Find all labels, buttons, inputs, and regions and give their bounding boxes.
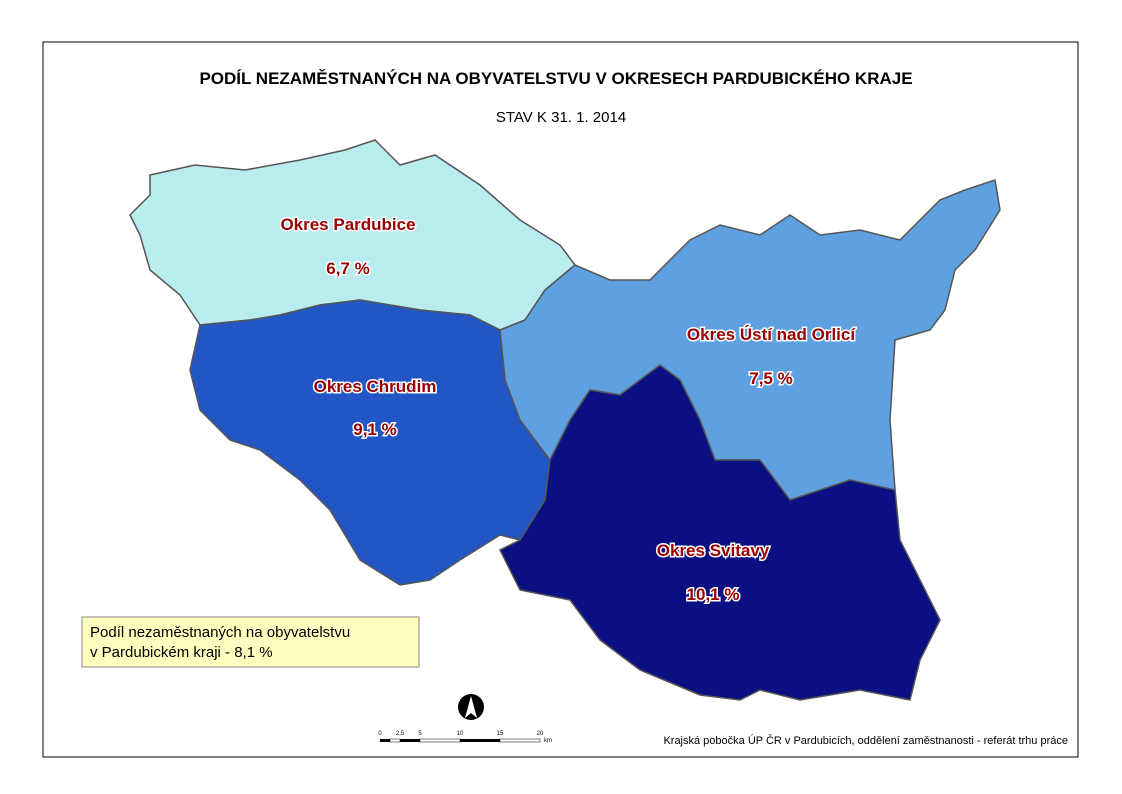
scale-label: 20 bbox=[537, 731, 544, 737]
note-box bbox=[81, 616, 420, 668]
district-value: 7,5 % bbox=[749, 369, 792, 388]
scale-label: 2,5 bbox=[396, 731, 405, 737]
district-name: Okres Ústí nad Orlicí bbox=[687, 325, 856, 344]
scale-label: 15 bbox=[497, 731, 504, 737]
scale-label: 0 bbox=[378, 731, 382, 737]
source: Krajská pobočka ÚP ČR v Pardubicích, odd… bbox=[663, 734, 1068, 747]
north-arrow bbox=[458, 694, 484, 720]
district-svitavy bbox=[498, 364, 941, 701]
scale-label: 10 bbox=[457, 731, 464, 737]
note-line: Podíl nezaměstnaných na obyvatelstvu bbox=[90, 624, 350, 641]
scale-label: 5 bbox=[418, 731, 422, 737]
district-name: Okres Chrudim bbox=[314, 377, 437, 396]
note-line: v Pardubickém kraji - 8,1 % bbox=[90, 644, 273, 661]
district-value: 6,7 % bbox=[326, 259, 369, 278]
district-name: Okres Svitavy bbox=[657, 541, 770, 560]
scale-bar: 0 2,5 5 10 15 20 km bbox=[378, 731, 552, 744]
district-value: 9,1 % bbox=[353, 420, 396, 439]
district-name: Okres Pardubice bbox=[280, 215, 415, 234]
scale-unit: km bbox=[544, 738, 552, 744]
title: PODÍL NEZAMĚSTNANÝCH NA OBYVATELSTVU V O… bbox=[199, 69, 912, 88]
district-value: 10,1 % bbox=[687, 585, 740, 604]
subtitle: STAV K 31. 1. 2014 bbox=[496, 109, 626, 126]
